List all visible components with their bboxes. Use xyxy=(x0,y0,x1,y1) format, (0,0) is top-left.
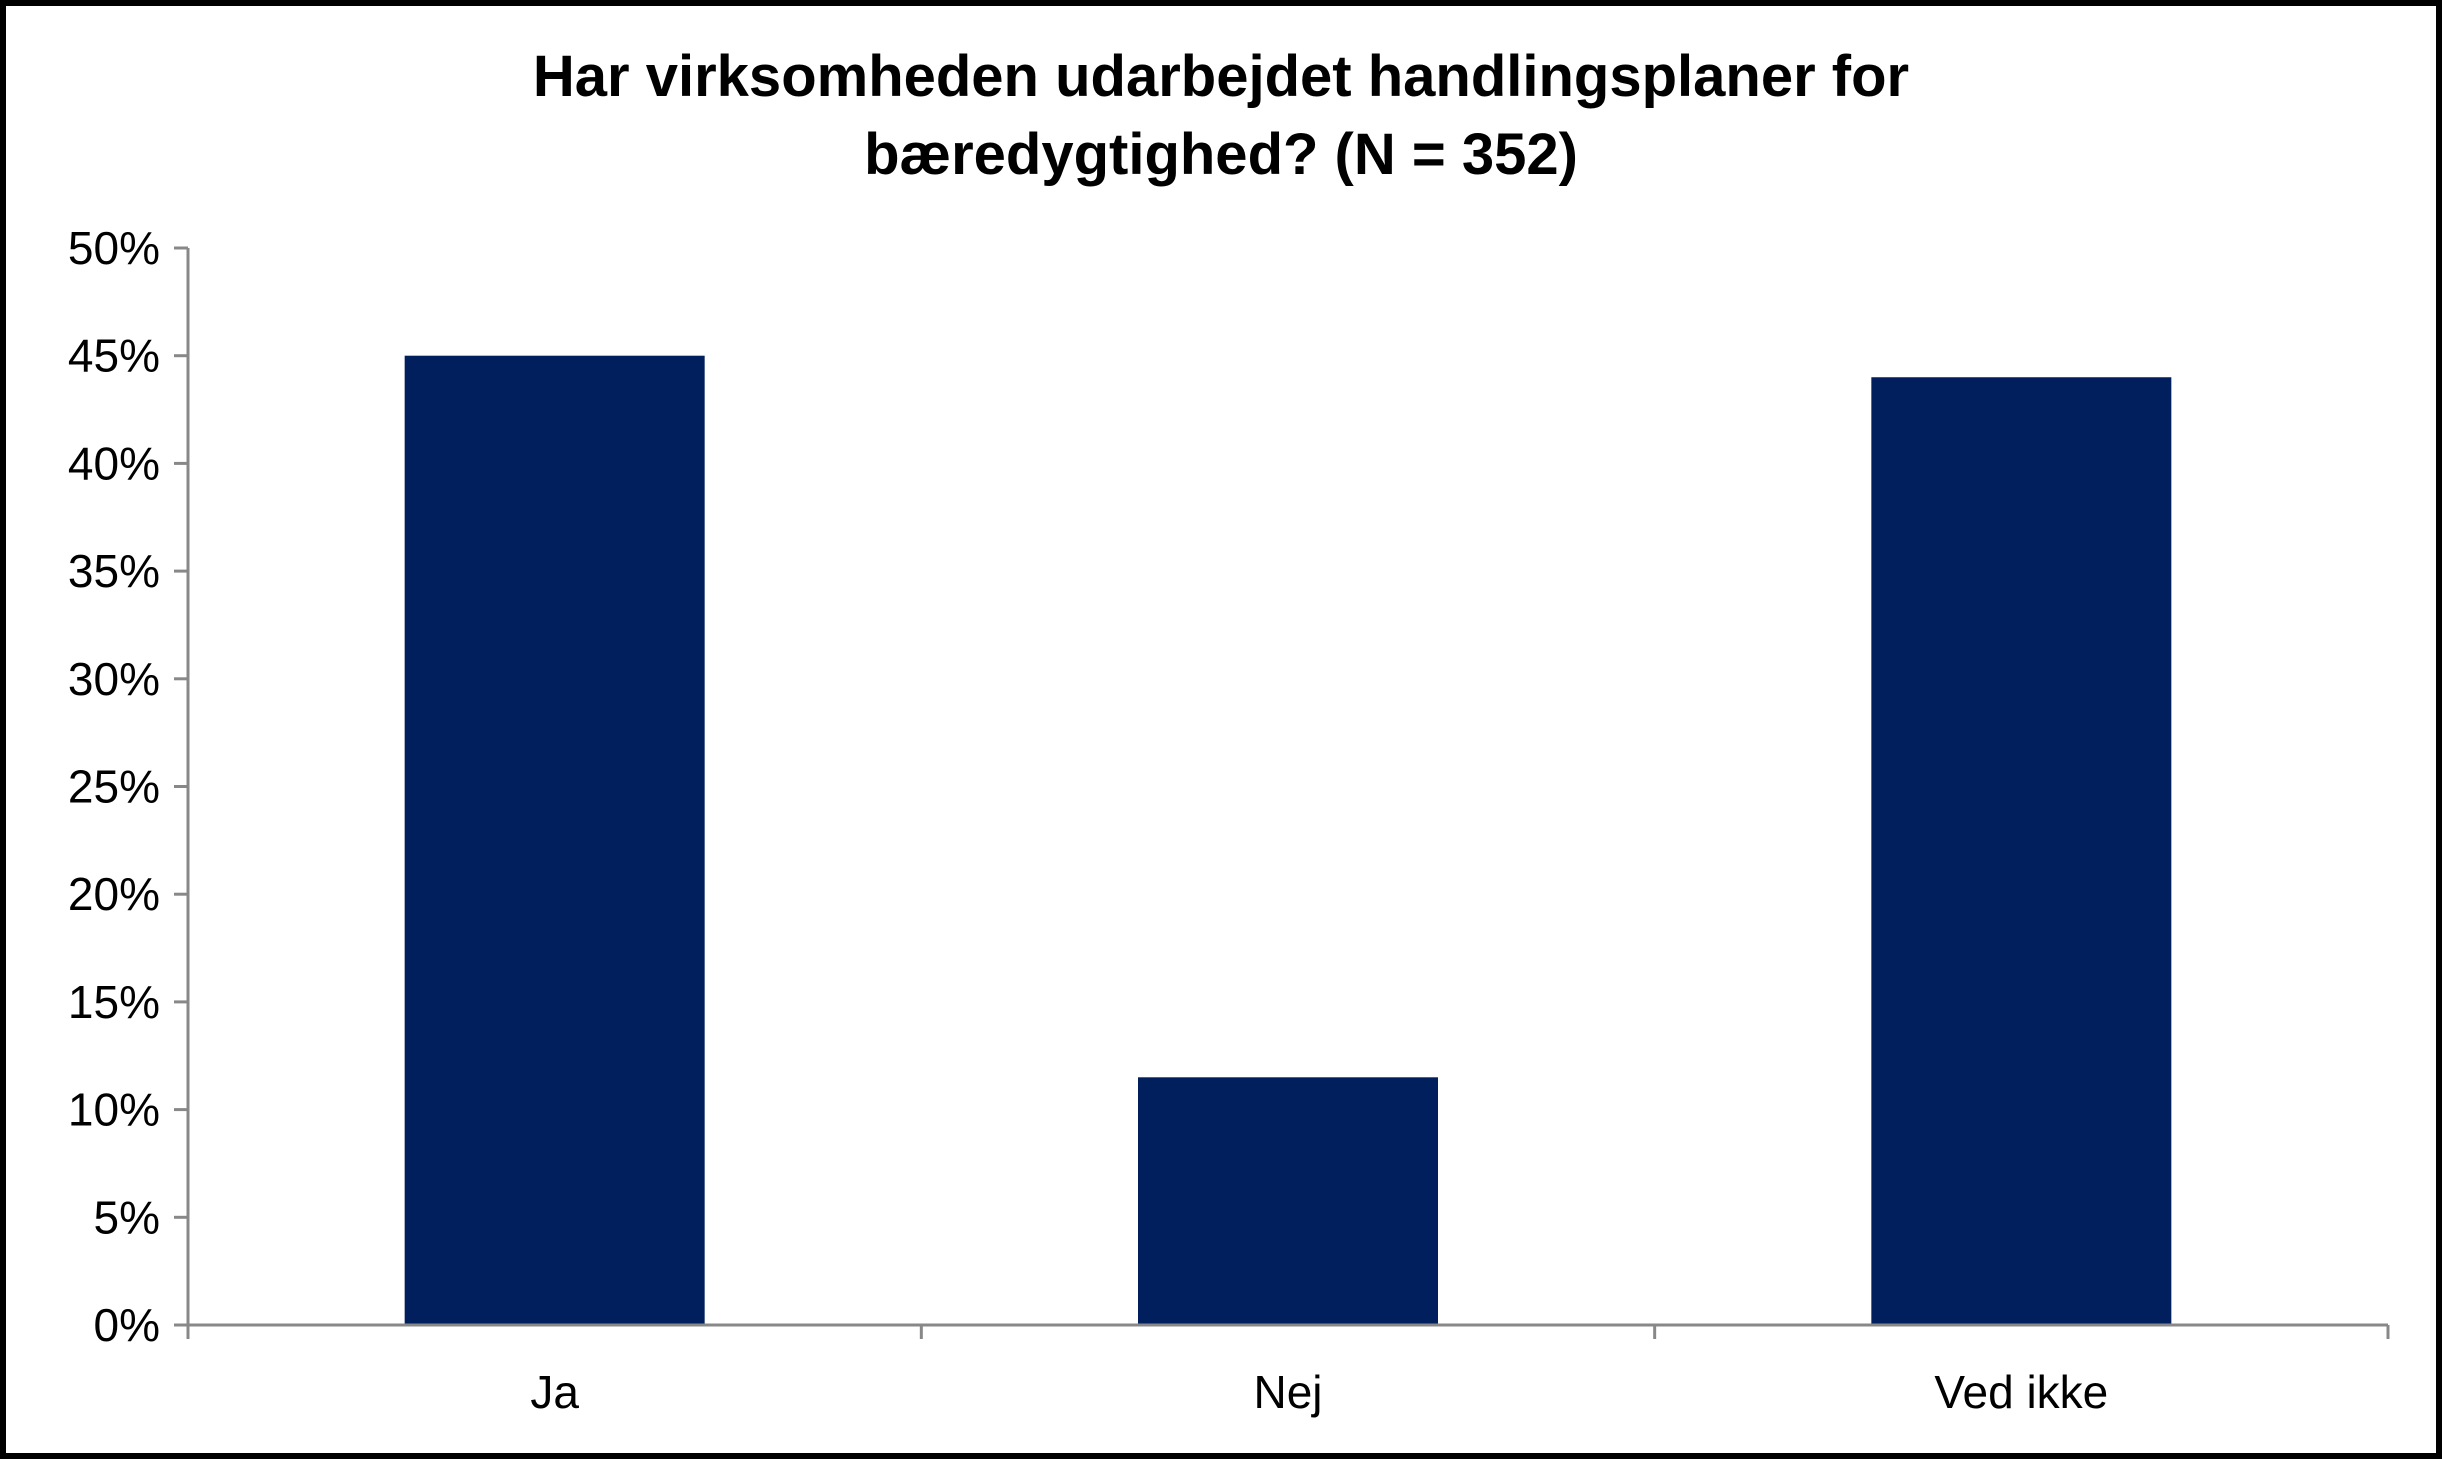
y-tick-label: 30% xyxy=(68,653,160,705)
y-tick-label: 10% xyxy=(68,1084,160,1136)
chart-title-line-1: Har virksomheden udarbejdet handlingspla… xyxy=(532,44,1910,109)
chart-title-line-2: bæredygtighed? (N = 352) xyxy=(864,122,1578,187)
y-tick-label: 40% xyxy=(68,437,160,489)
x-axis: Ja Nej Ved ikke xyxy=(186,1323,2390,1418)
y-tick-label: 50% xyxy=(68,222,160,274)
x-tick-label: Ved ikke xyxy=(1934,1366,2108,1418)
y-tick-label: 0% xyxy=(94,1299,160,1351)
y-axis: 0% 5% 10% 15% 20% 25% 30% 35% 40% 45% 50% xyxy=(68,222,190,1351)
y-tick-label: 15% xyxy=(68,976,160,1028)
y-tick-label: 5% xyxy=(94,1191,160,1243)
bar-ja xyxy=(404,355,705,1325)
bar-nej xyxy=(1138,1077,1438,1325)
bar-ved-ikke xyxy=(1871,377,2172,1325)
x-tick-label: Nej xyxy=(1253,1366,1322,1418)
y-tick-label: 45% xyxy=(68,330,160,382)
chart-title: Har virksomheden udarbejdet handlingspla… xyxy=(0,38,2442,194)
y-tick-label: 25% xyxy=(68,761,160,813)
bars xyxy=(404,355,2172,1325)
y-tick-label: 20% xyxy=(68,868,160,920)
x-tick-label: Ja xyxy=(530,1366,579,1418)
y-tick-label: 35% xyxy=(68,545,160,597)
